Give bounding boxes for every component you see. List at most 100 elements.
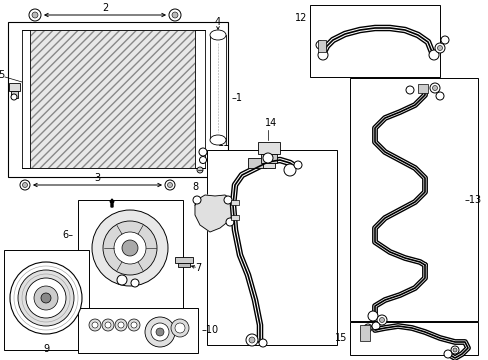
Circle shape	[434, 43, 444, 53]
Circle shape	[199, 148, 206, 156]
Bar	[209, 35, 225, 140]
Circle shape	[41, 293, 51, 303]
Circle shape	[145, 317, 175, 347]
Text: 12: 12	[294, 13, 306, 23]
Bar	[178, 263, 190, 267]
Text: –1: –1	[231, 93, 243, 103]
Circle shape	[114, 232, 146, 264]
Bar	[258, 142, 280, 154]
Circle shape	[29, 9, 41, 21]
Circle shape	[11, 94, 17, 100]
Circle shape	[363, 324, 371, 332]
Circle shape	[263, 153, 272, 163]
Circle shape	[103, 221, 157, 275]
Text: 15: 15	[334, 333, 346, 343]
Bar	[247, 158, 265, 168]
Circle shape	[164, 180, 175, 190]
Ellipse shape	[209, 30, 225, 40]
Circle shape	[379, 318, 384, 323]
Circle shape	[450, 346, 458, 354]
Bar	[230, 215, 239, 220]
Bar	[206, 150, 336, 345]
Circle shape	[367, 311, 377, 321]
Circle shape	[437, 45, 442, 50]
Circle shape	[32, 12, 38, 18]
Text: 14: 14	[264, 118, 277, 128]
Circle shape	[197, 167, 203, 173]
Bar	[22, 30, 30, 168]
Circle shape	[151, 323, 169, 341]
Polygon shape	[195, 195, 235, 232]
FancyArrow shape	[110, 199, 114, 207]
Circle shape	[199, 157, 206, 163]
Bar	[349, 78, 477, 321]
Circle shape	[315, 41, 324, 49]
Bar	[78, 308, 198, 353]
Circle shape	[405, 86, 413, 94]
Bar	[4, 250, 89, 350]
Text: 11: 11	[218, 138, 230, 148]
Text: –13: –13	[464, 195, 481, 205]
Text: 3: 3	[94, 173, 100, 183]
Circle shape	[284, 164, 295, 176]
Circle shape	[131, 279, 139, 287]
Circle shape	[225, 218, 234, 226]
Circle shape	[169, 9, 181, 21]
Text: 2: 2	[102, 3, 108, 13]
Circle shape	[171, 319, 189, 337]
Bar	[8, 22, 227, 177]
Ellipse shape	[209, 135, 225, 145]
Circle shape	[18, 270, 74, 326]
Text: 9: 9	[43, 344, 49, 354]
Circle shape	[371, 322, 379, 330]
Bar	[349, 322, 477, 355]
Circle shape	[175, 323, 184, 333]
Circle shape	[224, 196, 231, 204]
Circle shape	[248, 337, 254, 343]
Circle shape	[92, 210, 168, 286]
Circle shape	[128, 319, 140, 331]
Circle shape	[115, 319, 127, 331]
Text: 6–: 6–	[62, 230, 73, 240]
Bar	[317, 40, 325, 52]
Circle shape	[20, 180, 30, 190]
Bar	[263, 163, 274, 168]
Circle shape	[105, 322, 111, 328]
Circle shape	[452, 348, 456, 352]
Bar	[30, 30, 195, 168]
Circle shape	[34, 286, 58, 310]
Circle shape	[317, 50, 327, 60]
Circle shape	[428, 50, 438, 60]
Circle shape	[89, 319, 101, 331]
Circle shape	[26, 278, 66, 318]
Circle shape	[443, 350, 451, 358]
Bar	[309, 5, 439, 77]
Bar	[359, 325, 369, 341]
Circle shape	[376, 315, 386, 325]
Circle shape	[429, 83, 439, 93]
Circle shape	[117, 275, 127, 285]
Circle shape	[118, 322, 124, 328]
Circle shape	[167, 183, 172, 188]
Circle shape	[172, 12, 178, 18]
Circle shape	[92, 322, 98, 328]
Circle shape	[156, 328, 163, 336]
Circle shape	[245, 334, 258, 346]
Text: –10: –10	[202, 325, 219, 335]
Circle shape	[435, 92, 443, 100]
Bar	[417, 84, 427, 93]
Bar	[230, 200, 239, 205]
Text: 8: 8	[192, 182, 198, 192]
Circle shape	[10, 262, 82, 334]
Bar	[261, 154, 276, 163]
Text: 7: 7	[195, 263, 201, 273]
Circle shape	[193, 196, 201, 204]
Text: 4: 4	[215, 17, 221, 27]
Circle shape	[259, 339, 266, 347]
Circle shape	[440, 36, 448, 44]
Bar	[175, 257, 193, 263]
Circle shape	[131, 322, 137, 328]
Bar	[9, 83, 20, 91]
Bar	[11, 91, 18, 98]
Circle shape	[122, 240, 138, 256]
